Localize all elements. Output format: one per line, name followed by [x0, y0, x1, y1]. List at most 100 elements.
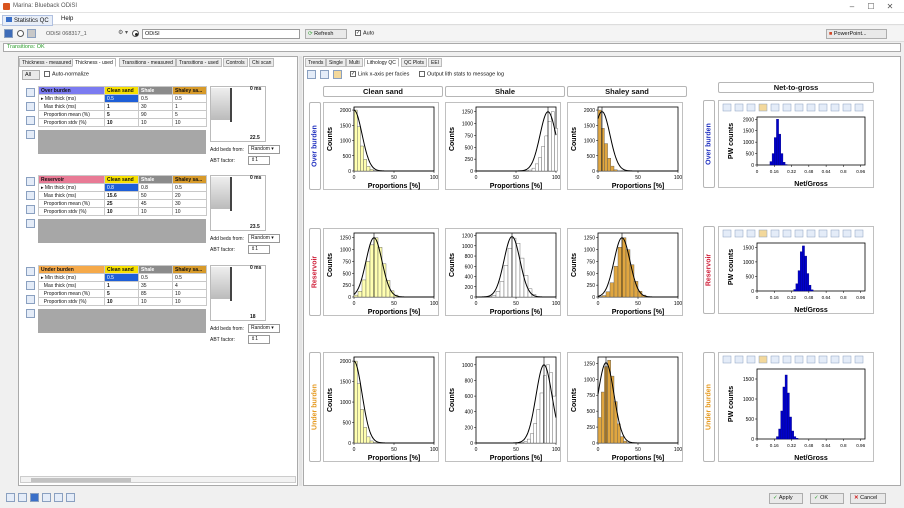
param-value-cell[interactable]: 50: [138, 191, 173, 200]
panel-splitter[interactable]: [299, 56, 302, 486]
copy-icon[interactable]: [26, 281, 35, 290]
radio-selected[interactable]: [132, 30, 139, 37]
tab-thickness-measured[interactable]: Thickness - measured: [19, 58, 75, 67]
cancel-button[interactable]: ✕ Cancel: [850, 493, 886, 504]
auto-normalize-checkbox[interactable]: Auto-normalize: [44, 71, 89, 77]
dataset-menu-icon[interactable]: ⚙ ▾: [118, 30, 129, 36]
refresh-button[interactable]: ⟳ Refresh: [305, 29, 347, 39]
proportion-histogram-chart[interactable]: 0 250 500 750 1000 1250 0 50 100 Proportions [%] C…: [567, 352, 683, 462]
seismic-select-input[interactable]: ODiSI: [142, 29, 300, 39]
proportion-histogram-chart[interactable]: 0 250 500 750 1000 1250 0 50 100 Proportions [%] C…: [567, 228, 683, 316]
menu-tab-help[interactable]: Help: [61, 16, 74, 22]
all-button[interactable]: All: [22, 70, 40, 80]
param-value-cell[interactable]: 1: [104, 102, 139, 111]
param-value-cell[interactable]: 25: [104, 199, 139, 208]
tab-transitions-used[interactable]: Transitions - used: [176, 58, 222, 67]
powerpoint-button[interactable]: ■ PowerPoint...: [826, 29, 887, 39]
zoom-icon[interactable]: [320, 70, 329, 79]
param-value-cell[interactable]: 0.5: [172, 94, 207, 103]
param-value-cell[interactable]: 1: [104, 281, 139, 290]
reset-icon[interactable]: [26, 219, 35, 228]
param-value-cell[interactable]: 10: [104, 297, 139, 306]
param-value-cell[interactable]: 85: [138, 289, 173, 298]
proportion-histogram-chart[interactable]: 0 200 400 600 800 1000 0 50 100 Proportions [%] Co…: [445, 352, 561, 462]
proportion-histogram-chart[interactable]: 0 250 500 750 1000 1250 0 50 100 Proportions [%] C…: [323, 228, 439, 316]
facies-column-header[interactable]: Clean sand: [104, 175, 139, 184]
param-value-cell[interactable]: 10: [172, 297, 207, 306]
param-value-cell[interactable]: 45: [138, 199, 173, 208]
facies-column-header[interactable]: Shale: [138, 175, 173, 184]
help-icon[interactable]: [30, 493, 39, 502]
reset-icon[interactable]: [26, 130, 35, 139]
proportion-histogram-chart[interactable]: 0 200 400 600 800 1000 1200 0 50 100 Proportions […: [445, 228, 561, 316]
left-scrollbar-thumb[interactable]: [31, 478, 131, 482]
param-value-cell[interactable]: 30: [172, 199, 207, 208]
filter-icon[interactable]: [26, 267, 35, 276]
abt-factor-spinner[interactable]: ⇕1: [248, 156, 270, 165]
edit-icon[interactable]: [26, 116, 35, 125]
save-icon[interactable]: [4, 29, 13, 38]
facies-column-header[interactable]: Shaley sa...: [172, 265, 207, 274]
ntg-histogram-chart[interactable]: 0 500 1000 1500 0 0.16 0.32 0.48 0.64 0.8 0.96 Net/…: [718, 226, 874, 314]
apply-button[interactable]: ✓ Apply: [769, 493, 803, 504]
zone-name-cell[interactable]: Under burden: [38, 265, 105, 274]
param-value-cell[interactable]: 10: [172, 118, 207, 127]
param-value-cell[interactable]: 0.5: [104, 273, 139, 282]
param-value-cell[interactable]: 5: [172, 110, 207, 119]
param-value-cell[interactable]: 10: [172, 207, 207, 216]
proportion-histogram-chart[interactable]: 0 500 1000 1500 2000 0 50 100 Proportions [%] Cou…: [323, 352, 439, 462]
param-value-cell[interactable]: 10: [104, 207, 139, 216]
abt-factor-spinner[interactable]: ⇕1: [248, 245, 270, 254]
param-value-cell[interactable]: 30: [138, 102, 173, 111]
proportion-histogram-chart[interactable]: 0 500 1000 1500 2000 0 50 100 Proportions [%] Cou…: [323, 102, 439, 190]
ntg-histogram-chart[interactable]: 0 500 1000 1500 2000 0 0.16 0.32 0.48 0.64 0.8 0.96…: [718, 100, 874, 188]
param-value-cell[interactable]: 5: [104, 110, 139, 119]
param-value-cell[interactable]: 5: [104, 289, 139, 298]
proportion-histogram-chart[interactable]: 0 250 500 750 1000 1250 0 50 100 Proportions [%] C…: [445, 102, 561, 190]
param-value-cell[interactable]: 0.5: [172, 273, 207, 282]
param-value-cell[interactable]: 1: [172, 102, 207, 111]
copy-icon[interactable]: [26, 102, 35, 111]
add-beds-select[interactable]: Random ▾: [248, 145, 280, 154]
tab-chi-scan[interactable]: Chi scan: [249, 58, 275, 67]
ntg-histogram-chart[interactable]: 0 500 1000 1500 0 0.16 0.32 0.48 0.64 0.8 0.96 Net/…: [718, 352, 874, 462]
param-value-cell[interactable]: 0.5: [104, 94, 139, 103]
close-icon[interactable]: ✕: [886, 2, 894, 11]
maximize-icon[interactable]: ☐: [867, 2, 875, 11]
tab-thickness-used[interactable]: Thickness - used: [72, 58, 116, 67]
grid-icon[interactable]: [333, 70, 342, 79]
param-value-cell[interactable]: 4: [172, 281, 207, 290]
tab-transitions-measured[interactable]: Transitions - measured: [119, 58, 176, 67]
minimize-icon[interactable]: –: [849, 2, 855, 11]
param-value-cell[interactable]: 10: [138, 118, 173, 127]
param-value-cell[interactable]: 0.5: [138, 94, 173, 103]
zone-name-cell[interactable]: Over burden: [38, 86, 105, 95]
edit-icon[interactable]: [26, 295, 35, 304]
output-stats-checkbox[interactable]: Output lith stats to message log: [419, 71, 504, 77]
volume-icon[interactable]: [27, 29, 36, 38]
param-value-cell[interactable]: 0.8: [104, 183, 139, 192]
ok-button[interactable]: ✓ OK: [810, 493, 844, 504]
tab-controls[interactable]: Controls: [223, 58, 248, 67]
history-back-icon[interactable]: [6, 493, 15, 502]
facies-column-header[interactable]: Clean sand: [104, 86, 139, 95]
add-beds-select[interactable]: Random ▾: [248, 324, 280, 333]
export-icon[interactable]: [66, 493, 75, 502]
menu-tab-statistics-qc[interactable]: Statistics QC: [2, 15, 53, 26]
edit-icon[interactable]: [26, 205, 35, 214]
left-scrollbar[interactable]: [20, 476, 296, 483]
tab-single[interactable]: Single: [326, 58, 346, 67]
param-value-cell[interactable]: 35: [138, 281, 173, 290]
pan-icon[interactable]: [307, 70, 316, 79]
filter-icon[interactable]: [26, 177, 35, 186]
abt-factor-spinner[interactable]: ⇕1: [248, 335, 270, 344]
facies-column-header[interactable]: Shaley sa...: [172, 86, 207, 95]
tab-trends[interactable]: Trends: [305, 58, 327, 67]
facies-column-header[interactable]: Clean sand: [104, 265, 139, 274]
facies-column-header[interactable]: Shale: [138, 265, 173, 274]
param-value-cell[interactable]: 10: [104, 118, 139, 127]
zone-name-cell[interactable]: Reservoir: [38, 175, 105, 184]
param-value-cell[interactable]: 0.5: [138, 273, 173, 282]
filter-icon[interactable]: [26, 88, 35, 97]
reset-icon[interactable]: [26, 309, 35, 318]
